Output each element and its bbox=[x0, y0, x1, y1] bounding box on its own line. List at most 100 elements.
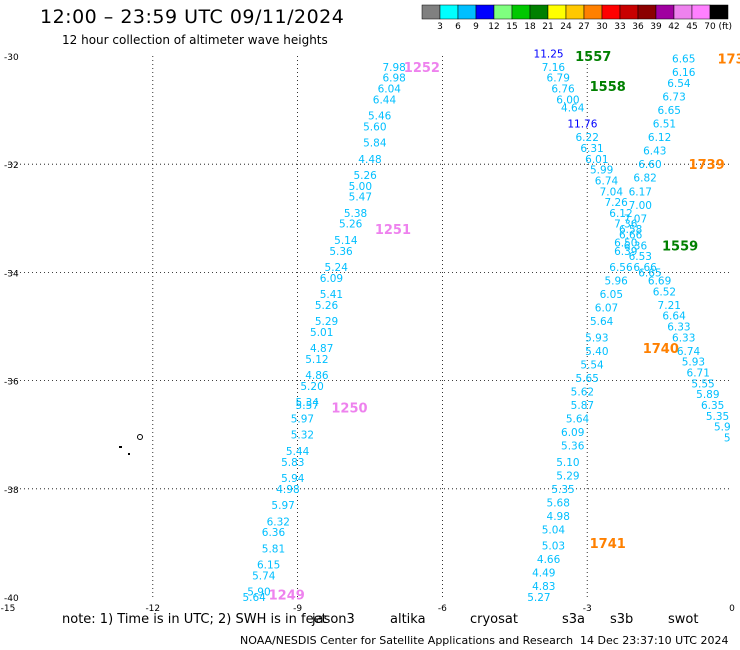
wave-height-value: 5.96 bbox=[604, 276, 628, 288]
wave-height-value: 6.35 bbox=[701, 400, 724, 412]
wave-height-value: 6.51 bbox=[653, 119, 676, 131]
legend-tick: 70 bbox=[704, 22, 716, 32]
wave-height-value: 7.26 bbox=[604, 197, 628, 209]
color-legend: 3 6 9 12 15 18 21 24 27 30 33 36 39 42 45 70 (ft) bbox=[421, 4, 732, 32]
wave-height-value: 4.64 bbox=[561, 102, 585, 114]
legend-tick: 9 bbox=[473, 22, 479, 32]
wave-height-value: 6.36 bbox=[262, 527, 286, 539]
x-axis-label: -3 bbox=[583, 604, 592, 614]
wave-height-value: 7.16 bbox=[542, 62, 566, 74]
wave-height-value: 5.94 bbox=[281, 473, 305, 485]
track-id-label: 1252 bbox=[404, 61, 440, 76]
sat-cryosat: cryosat bbox=[470, 612, 518, 627]
wave-height-value: 6.66 bbox=[633, 262, 657, 274]
legend-swatch bbox=[655, 4, 675, 20]
legend-tick: 30 bbox=[596, 22, 608, 32]
wave-height-value: 5.9 bbox=[714, 422, 731, 434]
wave-height-values: 7.986.986.046.445.465.605.844.485.265.00… bbox=[242, 48, 730, 604]
wave-height-value: 7.98 bbox=[382, 62, 405, 74]
legend-tick: 36 bbox=[632, 22, 644, 32]
wave-height-value: 6.65 bbox=[658, 105, 681, 117]
wave-height-value: 5.83 bbox=[281, 457, 304, 469]
track-id-label: 1739 bbox=[689, 158, 725, 173]
wave-height-value: 5.93 bbox=[585, 332, 608, 344]
wave-height-value: 6.66 bbox=[619, 230, 643, 242]
wave-height-value: 6.22 bbox=[576, 132, 599, 144]
wave-height-value: 6.58 bbox=[619, 224, 642, 236]
wave-height-value: 6.76 bbox=[551, 83, 575, 95]
wave-height-value: 6.50 bbox=[614, 238, 637, 250]
wave-height-value: 4.83 bbox=[532, 581, 555, 593]
legend-swatch bbox=[529, 4, 549, 20]
wave-height-value: 6.43 bbox=[643, 146, 666, 158]
legend-swatch bbox=[439, 4, 459, 20]
wave-height-value: 6.09 bbox=[320, 273, 343, 285]
wave-height-value: 5.41 bbox=[320, 289, 343, 301]
wave-height-value: 4.98 bbox=[276, 484, 299, 496]
wave-height-value: 6.53 bbox=[629, 251, 652, 263]
wave-height-value: 6.64 bbox=[662, 311, 686, 323]
wave-height-value: 5.93 bbox=[682, 357, 705, 369]
wave-height-value: 5.35 bbox=[551, 484, 574, 496]
wave-height-value: 6.33 bbox=[672, 332, 695, 344]
wave-height-value: 5.57 bbox=[296, 400, 319, 412]
footer-credit: NOAA/NESDIS Center for Satellite Applica… bbox=[240, 634, 574, 647]
legend-swatch bbox=[691, 4, 711, 20]
wave-height-value: 6.33 bbox=[667, 322, 690, 334]
wave-height-value: 5.29 bbox=[556, 470, 579, 482]
wave-height-value: 5.26 bbox=[353, 170, 377, 182]
wave-height-value: 5.64 bbox=[242, 592, 266, 604]
legend-swatch bbox=[601, 4, 621, 20]
wave-height-value: 6.09 bbox=[561, 427, 584, 439]
x-axis-label: -12 bbox=[145, 604, 160, 614]
wave-height-value: 5.44 bbox=[286, 446, 310, 458]
wave-height-value: 4.66 bbox=[537, 554, 561, 566]
wave-height-value: 7.07 bbox=[624, 213, 647, 225]
wave-height-value: 5.29 bbox=[315, 316, 338, 328]
legend-swatch bbox=[583, 4, 603, 20]
wave-height-value: 6.73 bbox=[662, 92, 685, 104]
legend-tick: 39 bbox=[650, 22, 662, 32]
legend-swatch bbox=[637, 4, 657, 20]
wave-height-value: 5.36 bbox=[561, 441, 585, 453]
island-marks bbox=[119, 434, 143, 455]
track-id-label: 1741 bbox=[590, 537, 626, 552]
wave-height-value: 5.90 bbox=[247, 587, 270, 599]
x-axis-label: -6 bbox=[438, 604, 447, 614]
wave-height-value: 5.46 bbox=[368, 111, 392, 123]
track-labels: 1252 1251 1250 1249 1557 1558 1559 1739 1740 1741… bbox=[269, 50, 740, 603]
legend-swatch bbox=[421, 4, 441, 20]
x-axis-label: 0 bbox=[729, 604, 735, 614]
sat-s3a: s3a bbox=[562, 612, 586, 627]
legend-swatch bbox=[457, 4, 477, 20]
legend-tick: 33 bbox=[614, 22, 625, 32]
wave-height-value: 4.98 bbox=[547, 511, 570, 523]
track-id-label: 1557 bbox=[575, 50, 611, 65]
legend-tick: 21 bbox=[542, 22, 553, 32]
wave-height-value: 5.60 bbox=[363, 121, 386, 133]
wave-height-value: 5.97 bbox=[271, 500, 294, 512]
wave-height-value: 7.04 bbox=[600, 186, 624, 198]
legend-unit: (ft) bbox=[718, 22, 732, 32]
wave-height-value: 6.31 bbox=[580, 143, 603, 155]
wave-height-value: 5.03 bbox=[542, 541, 565, 553]
wave-height-value: 6.71 bbox=[687, 367, 710, 379]
y-axis-label: -38 bbox=[4, 486, 19, 496]
wave-height-value: 6.39 bbox=[614, 246, 637, 258]
wave-height-value: 6.74 bbox=[595, 175, 619, 187]
track-id-label: 1740 bbox=[643, 342, 679, 357]
wave-height-value: 5.68 bbox=[547, 497, 570, 509]
wave-height-value: 5.84 bbox=[363, 138, 387, 150]
wave-height-value: 5.62 bbox=[571, 386, 594, 398]
track-id-label: 1249 bbox=[269, 588, 305, 603]
note-text: note: 1) Time is in UTC; 2) SWH is in fe… bbox=[62, 612, 327, 627]
legend-tick: 15 bbox=[506, 22, 517, 32]
x-axis-label: -15 bbox=[1, 604, 16, 614]
wave-height-value: 4.87 bbox=[310, 343, 333, 355]
legend-tick: 45 bbox=[686, 22, 697, 32]
wave-height-value: 6.60 bbox=[638, 159, 661, 171]
wave-height-value: 7.36 bbox=[614, 219, 638, 231]
legend-tick: 42 bbox=[668, 22, 679, 32]
wave-height-value: 5.47 bbox=[349, 192, 372, 204]
